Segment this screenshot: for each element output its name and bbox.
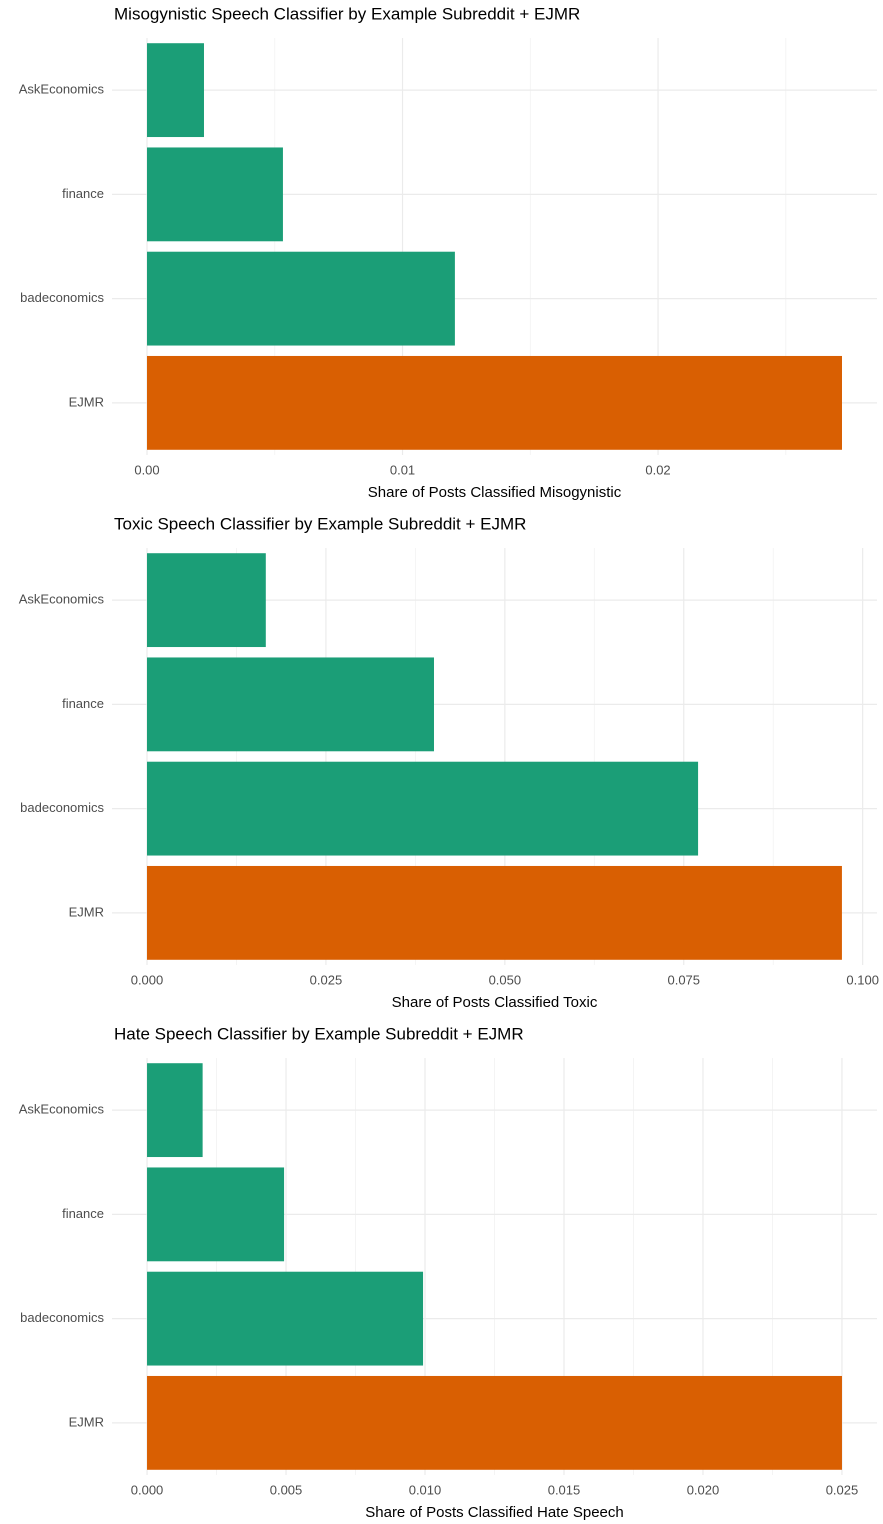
x-tick-label: 0.025 <box>826 1482 859 1497</box>
x-tick-label: 0.010 <box>409 1482 442 1497</box>
chart-title: Hate Speech Classifier by Example Subred… <box>114 1024 524 1043</box>
x-tick-label: 0.050 <box>489 972 522 987</box>
x-tick-label: 0.000 <box>131 972 164 987</box>
bar <box>146 761 699 856</box>
x-tick-label: 0.01 <box>390 462 415 477</box>
bar <box>147 1375 842 1470</box>
y-tick-label: finance <box>62 696 104 711</box>
y-tick-label: finance <box>62 186 104 201</box>
bar <box>147 147 283 242</box>
x-tick-label: 0.075 <box>667 972 700 987</box>
bar <box>146 865 842 960</box>
x-tick-label: 0.100 <box>846 972 879 987</box>
bar <box>146 657 434 752</box>
x-tick-label: 0.015 <box>548 1482 581 1497</box>
x-tick-label: 0.005 <box>270 1482 303 1497</box>
y-tick-label: badeconomics <box>20 290 104 305</box>
bar <box>147 251 455 346</box>
x-axis-title: Share of Posts Classified Hate Speech <box>365 1504 623 1521</box>
x-tick-label: 0.02 <box>645 462 670 477</box>
bar <box>147 1271 424 1366</box>
bar <box>147 1063 203 1158</box>
y-tick-label: EJMR <box>69 1414 104 1429</box>
bar <box>147 43 204 138</box>
y-tick-label: badeconomics <box>20 1310 104 1325</box>
x-tick-label: 0.000 <box>131 1482 164 1497</box>
y-tick-label: AskEconomics <box>19 82 105 97</box>
x-axis-title: Share of Posts Classified Toxic <box>392 994 598 1011</box>
y-tick-label: EJMR <box>69 394 104 409</box>
chart-title: Misogynistic Speech Classifier by Exampl… <box>114 4 580 23</box>
y-tick-label: AskEconomics <box>19 592 105 607</box>
x-tick-label: 0.025 <box>310 972 343 987</box>
y-tick-label: badeconomics <box>20 800 104 815</box>
y-tick-label: AskEconomics <box>19 1102 105 1117</box>
bar <box>147 355 842 450</box>
y-tick-label: EJMR <box>69 904 104 919</box>
bar <box>147 1167 285 1262</box>
y-tick-label: finance <box>62 1206 104 1221</box>
chart-title: Toxic Speech Classifier by Example Subre… <box>114 514 526 533</box>
bar <box>146 553 266 648</box>
x-tick-label: 0.020 <box>687 1482 720 1497</box>
x-axis-title: Share of Posts Classified Misogynistic <box>368 484 622 501</box>
x-tick-label: 0.00 <box>134 462 159 477</box>
